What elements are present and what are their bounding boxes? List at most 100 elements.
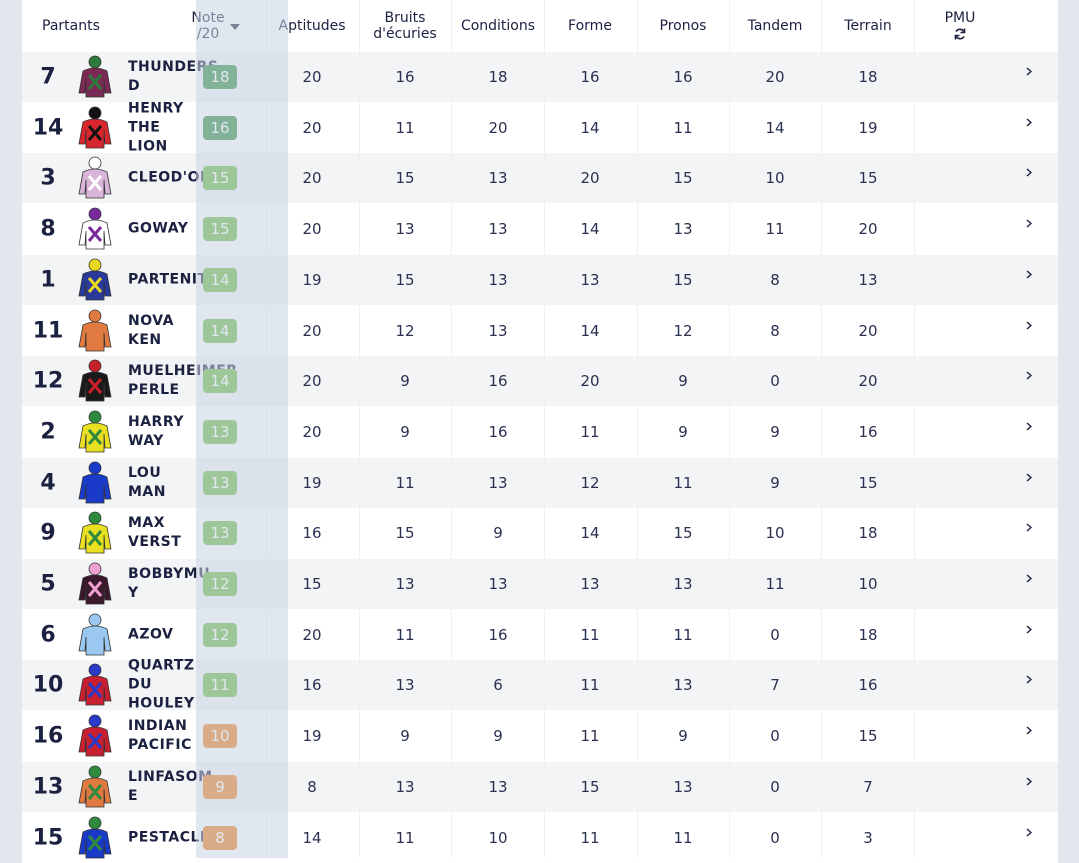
terrain-value: 15 (858, 473, 878, 492)
pronos-value: 11 (673, 828, 693, 847)
conditions-value: 9 (493, 524, 503, 543)
terrain-value: 18 (858, 524, 878, 543)
bruits-value: 15 (395, 524, 415, 543)
header-tandem[interactable]: Tandem (747, 18, 803, 34)
terrain-value: 15 (858, 727, 878, 746)
jockey-silk-icon (68, 258, 122, 302)
header-conditions[interactable]: Conditions (460, 18, 536, 34)
chevron-right-icon[interactable] (1026, 473, 1032, 482)
chevron-right-icon[interactable] (1026, 270, 1032, 279)
chevron-right-icon[interactable] (1026, 827, 1032, 837)
table-row[interactable]: 5 BOBBYMU Y 12 15 13 13 13 13 11 10 (22, 559, 1058, 609)
horse-name[interactable]: NOVA KEN (128, 312, 174, 348)
table-row[interactable]: 14 HENRY THE LION 16 20 11 20 14 11 14 1… (22, 100, 1058, 154)
horse-name[interactable]: LINFASOM E (128, 768, 216, 804)
forme-value: 11 (580, 727, 600, 746)
tandem-value: 20 (765, 68, 785, 86)
bruits-value: 13 (395, 676, 415, 695)
table-row[interactable]: 2 HARRY WAY 13 20 9 16 11 9 9 16 (22, 406, 1058, 457)
horse-name[interactable]: HARRY WAY (128, 413, 184, 449)
horse-name[interactable]: MAX VERST (128, 515, 182, 551)
chevron-right-icon[interactable] (1026, 371, 1032, 380)
terrain-value: 16 (858, 422, 878, 441)
header-pronos[interactable]: Pronos (659, 18, 707, 34)
horse-name[interactable]: PARTENIT (128, 271, 208, 288)
runner-number: 4 (40, 470, 56, 496)
table-row[interactable]: 4 LOU MAN 13 19 11 13 12 11 9 15 (22, 457, 1058, 508)
jockey-silk-icon (68, 207, 122, 251)
chevron-right-icon[interactable] (1026, 574, 1032, 583)
table-row[interactable]: 10 QUARTZ DU HOULEY 11 16 13 6 11 13 7 1… (22, 658, 1058, 712)
table-row[interactable]: 1 PARTENIT 14 19 15 13 13 15 8 13 (22, 254, 1058, 305)
forme-value: 11 (580, 828, 600, 847)
pronos-value: 9 (678, 372, 688, 391)
chevron-right-icon[interactable] (1026, 422, 1032, 431)
header-note[interactable]: Note /20 (188, 10, 228, 42)
table-row[interactable]: 7 THUNDERS D 18 20 16 18 16 16 20 18 (22, 52, 1058, 102)
table-row[interactable]: 11 NOVA KEN 14 20 12 13 14 12 8 20 (22, 305, 1058, 356)
horse-name[interactable]: CLEOD'OR (128, 169, 212, 186)
horse-name[interactable]: QUARTZ DU HOULEY (128, 657, 195, 712)
bruits-value: 11 (395, 625, 415, 644)
pronos-value: 15 (673, 169, 693, 188)
table-row[interactable]: 9 MAX VERST 13 16 15 9 14 15 10 18 (22, 508, 1058, 559)
chevron-right-icon[interactable] (1026, 625, 1032, 634)
conditions-value: 16 (488, 372, 508, 391)
header-partants[interactable]: Partants (42, 18, 100, 34)
jockey-silk-icon (68, 663, 122, 707)
header-pmu[interactable]: PMU (915, 10, 1005, 45)
conditions-value: 13 (488, 473, 508, 492)
chevron-right-icon[interactable] (1026, 118, 1032, 127)
refresh-icon[interactable] (953, 27, 967, 41)
table-row[interactable]: 6 AZOV 12 20 11 16 11 11 0 18 (22, 609, 1058, 660)
table-row[interactable]: 3 CLEOD'OR 15 20 15 13 20 15 10 15 (22, 153, 1058, 204)
table-row[interactable]: 12 MUELHEIMER PERLE 14 20 9 16 20 9 0 20 (22, 356, 1058, 407)
table-row[interactable]: 8 GOWAY 15 20 13 13 14 13 11 20 (22, 204, 1058, 255)
header-forme[interactable]: Forme (568, 18, 612, 34)
horse-name[interactable]: PESTACLE (128, 829, 210, 845)
chevron-right-icon[interactable] (1026, 219, 1032, 228)
forme-value: 11 (580, 676, 600, 695)
aptitudes-value: 20 (302, 68, 322, 86)
header-aptitudes[interactable]: Aptitudes (278, 18, 346, 34)
caret-down-icon[interactable] (229, 23, 241, 31)
table-row[interactable]: 13 LINFASOM E 9 8 13 13 15 13 0 7 (22, 761, 1058, 812)
conditions-value: 13 (488, 321, 508, 340)
header-bruits[interactable]: Bruits d'écuries (360, 10, 450, 42)
tandem-value: 10 (765, 524, 785, 543)
horse-name[interactable]: LOU MAN (128, 464, 166, 500)
forme-value: 11 (580, 625, 600, 644)
chevron-right-icon[interactable] (1026, 523, 1032, 532)
horse-name[interactable]: BOBBYMU Y (128, 566, 217, 601)
forme-value: 13 (580, 575, 600, 593)
chevron-right-icon[interactable] (1026, 320, 1032, 330)
header-terrain[interactable]: Terrain (844, 18, 892, 34)
pronos-value: 12 (673, 321, 693, 340)
horse-name[interactable]: GOWAY (128, 220, 189, 237)
horse-name[interactable]: HENRY THE LION (128, 100, 184, 155)
chevron-right-icon[interactable] (1026, 168, 1032, 177)
table-header: Partants Note /20 Aptitudes Bruits d'écu… (22, 0, 1058, 53)
chevron-right-icon[interactable] (1026, 67, 1032, 76)
tandem-value: 9 (770, 422, 780, 441)
chevron-right-icon[interactable] (1026, 675, 1032, 684)
horse-name[interactable]: THUNDERS D (128, 59, 222, 94)
conditions-value: 10 (488, 828, 508, 847)
note-badge: 14 (203, 267, 237, 292)
table-row[interactable]: 16 INDIAN PACIFIC 10 19 9 9 11 9 0 15 (22, 711, 1058, 762)
table-row[interactable]: 15 PESTACLE 8 14 11 10 11 11 0 3 (22, 812, 1058, 863)
forme-value: 20 (580, 372, 600, 391)
horse-name[interactable]: INDIAN PACIFIC (128, 718, 192, 754)
horse-name[interactable]: MUELHEIMER PERLE (128, 363, 238, 399)
horse-name[interactable]: AZOV (128, 626, 174, 643)
pronos-value: 13 (673, 676, 693, 695)
chevron-right-icon[interactable] (1026, 726, 1032, 735)
bruits-value: 13 (395, 220, 415, 239)
column-divider (821, 0, 822, 858)
tandem-value: 0 (770, 625, 780, 644)
note-badge: 8 (203, 825, 237, 850)
header-pmu-label: PMU (944, 10, 976, 26)
column-divider (359, 0, 360, 858)
chevron-right-icon[interactable] (1026, 777, 1032, 786)
note-badge: 13 (203, 419, 237, 444)
